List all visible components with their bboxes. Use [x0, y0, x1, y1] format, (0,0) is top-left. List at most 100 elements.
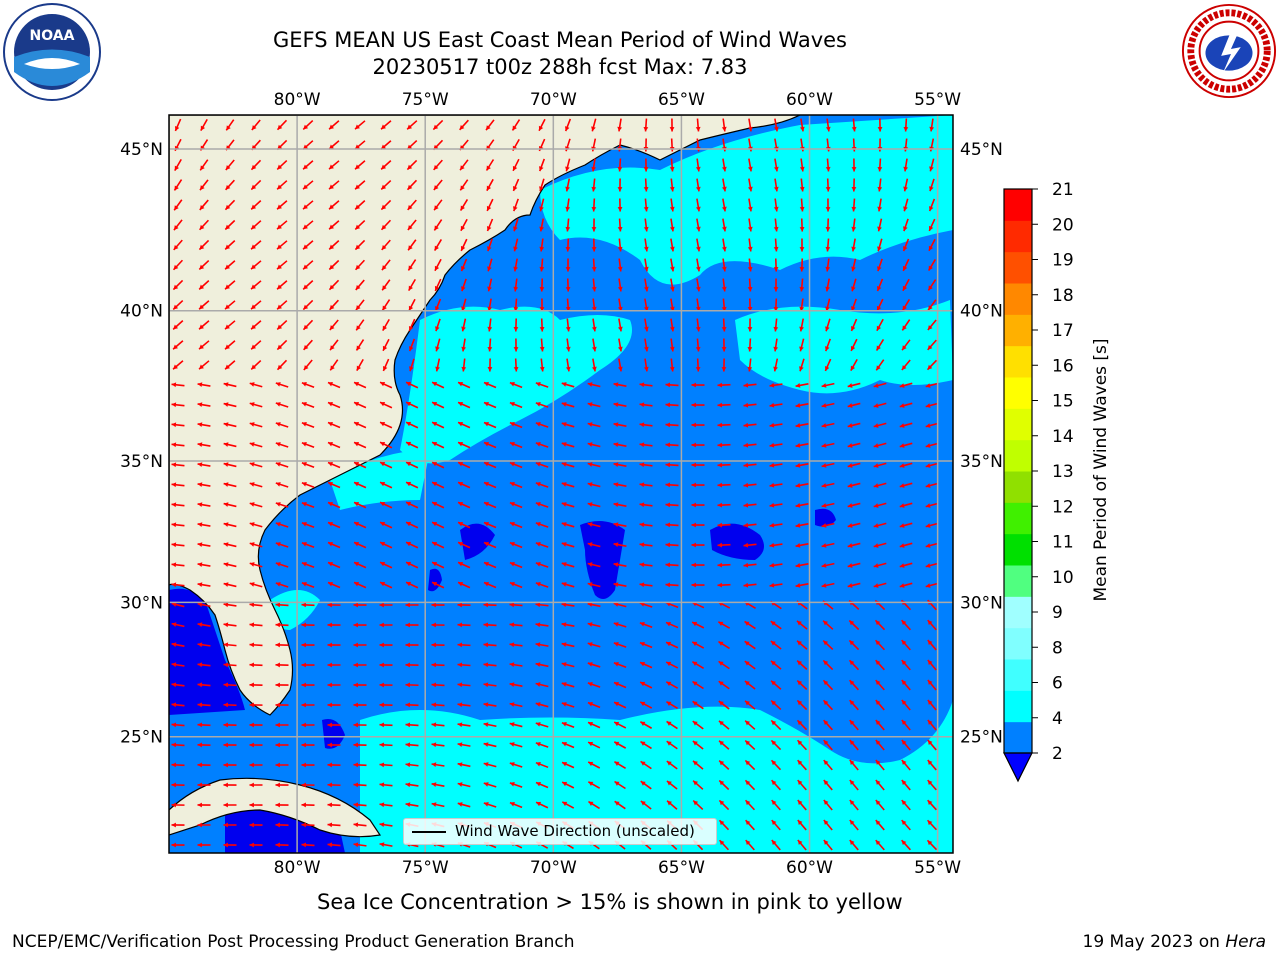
wind-arrow-head [535, 482, 541, 487]
lon-tick-top-1: 75°W [402, 90, 449, 110]
wind-arrow-head [799, 286, 805, 292]
wind-arrow-head [484, 501, 489, 507]
wind-arrow-head [666, 701, 672, 706]
wind-arrow-head [277, 184, 283, 190]
wind-arrow-head [665, 522, 671, 528]
wind-arrow-head [849, 760, 855, 765]
wind-arrow-head [927, 700, 933, 705]
wind-arrow-head [539, 266, 545, 272]
wind-arrow-head [587, 522, 593, 527]
wind-arrow-head [825, 246, 831, 252]
wind-arrow-head [249, 622, 255, 628]
wind-arrow-head [873, 423, 879, 428]
wind-arrow-head [457, 622, 462, 628]
wind-arrow-head [565, 186, 570, 192]
wind-arrow-head [640, 721, 646, 727]
wind-arrow-head [640, 681, 646, 687]
wind-arrow-head [382, 325, 388, 331]
wind-arrow-head [617, 326, 623, 332]
wind-arrow-head [458, 561, 464, 567]
wind-arrow-head [744, 641, 750, 646]
wind-arrow-head [275, 722, 280, 728]
wind-arrow-head [721, 326, 727, 332]
wind-arrow-head [824, 365, 830, 371]
wind-arrow-head [770, 641, 776, 646]
wind-arrow-head [458, 421, 464, 427]
wind-arrow-head [666, 621, 672, 627]
wind-arrow-head [717, 522, 723, 528]
wind-arrow-head [223, 462, 229, 467]
wind-arrow-head [901, 620, 907, 626]
wind-arrow-head [301, 542, 307, 547]
wind-arrow-head [277, 284, 282, 290]
wind-arrow-head [640, 701, 646, 707]
wind-arrow-head [509, 482, 515, 487]
wind-arrow-head [927, 364, 933, 370]
colorbar-extension [1003, 752, 1033, 783]
wind-arrow-head [275, 442, 281, 447]
wind-arrow-head [825, 346, 830, 352]
wind-arrow-head [275, 422, 281, 427]
wind-arrow-head [875, 760, 881, 765]
wind-arrow-head [927, 325, 933, 331]
wind-arrow-head [249, 722, 254, 728]
lat-tick-left-1: 40°N [120, 302, 163, 322]
colorbar-segment [1004, 220, 1032, 253]
wind-arrow-head [354, 401, 360, 407]
lon-tick-top-2: 70°W [530, 90, 577, 110]
wind-arrow-head [745, 700, 750, 706]
wind-arrow-head [743, 462, 749, 468]
wind-arrow-head [223, 842, 228, 848]
wind-arrow-head [669, 326, 675, 332]
wind-arrow-head [249, 382, 255, 387]
wind-arrow-head [613, 602, 619, 607]
wind-arrow-head [873, 523, 879, 528]
wind-arrow-head [743, 582, 749, 588]
wind-arrow-head [405, 682, 410, 688]
wind-arrow-head [509, 402, 515, 407]
wind-arrow-head [901, 840, 907, 846]
wind-arrow-head [639, 402, 645, 408]
lat-tick-right-2: 35°N [960, 452, 1003, 472]
wind-arrow-head [483, 722, 489, 727]
wind-arrow-head [875, 800, 881, 805]
wind-arrow-head [329, 304, 335, 310]
wind-arrow-head [275, 762, 280, 768]
wind-arrow-head [513, 366, 519, 372]
wind-arrow-head [173, 284, 179, 290]
wind-arrow-head [928, 225, 934, 231]
wind-arrow-head [484, 481, 489, 487]
wind-arrow-head [174, 125, 180, 131]
wind-arrow-head [695, 306, 701, 312]
wind-arrow-head [561, 382, 567, 387]
wind-arrow-head [434, 205, 439, 211]
wind-arrow-head [903, 206, 908, 212]
lat-tick-right-3: 30°N [960, 593, 1003, 613]
wind-arrow-head [769, 482, 775, 488]
wind-arrow-head [458, 461, 464, 467]
wind-arrow-head [644, 306, 649, 312]
wind-arrow-head [432, 501, 438, 507]
wind-arrow-head [721, 166, 727, 172]
wind-arrow-head [618, 346, 623, 352]
wind-arrow-head [873, 383, 879, 388]
wind-arrow-head [722, 186, 727, 192]
wind-arrow-head [301, 762, 306, 768]
wind-arrow-head [821, 423, 827, 428]
colorbar-segment [1004, 627, 1032, 660]
wind-arrow-head [484, 521, 489, 527]
wind-arrow-head [769, 562, 775, 568]
wind-arrow-head [587, 582, 593, 587]
wind-arrow-head [275, 382, 281, 387]
wind-arrow-head [587, 662, 593, 667]
wind-arrow-head [509, 722, 515, 727]
wind-arrow-head [355, 264, 361, 270]
wind-arrow-head [899, 403, 905, 408]
colorbar-segment [1004, 596, 1032, 629]
lon-tick-bottom-3: 65°W [658, 858, 705, 878]
wind-arrow-head [539, 226, 544, 232]
wind-arrow-head [197, 822, 202, 828]
wind-arrow-head [899, 443, 905, 448]
wind-arrow-head [745, 840, 751, 846]
wind-arrow-head [301, 842, 307, 848]
